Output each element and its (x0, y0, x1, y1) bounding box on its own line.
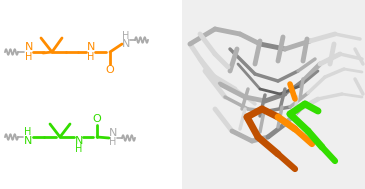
Text: H: H (87, 52, 95, 62)
Text: N: N (122, 39, 130, 49)
Text: N: N (109, 128, 117, 138)
Text: N: N (75, 136, 83, 146)
Text: O: O (93, 114, 101, 124)
Text: N: N (24, 136, 32, 146)
Text: N: N (87, 42, 95, 52)
Text: H: H (109, 137, 117, 147)
Text: H: H (75, 144, 83, 154)
Text: H: H (122, 31, 130, 41)
Bar (182, 0, 365, 189)
Text: O: O (105, 65, 114, 75)
Text: H: H (24, 127, 32, 137)
Text: N: N (25, 42, 33, 52)
Text: H: H (25, 52, 33, 62)
